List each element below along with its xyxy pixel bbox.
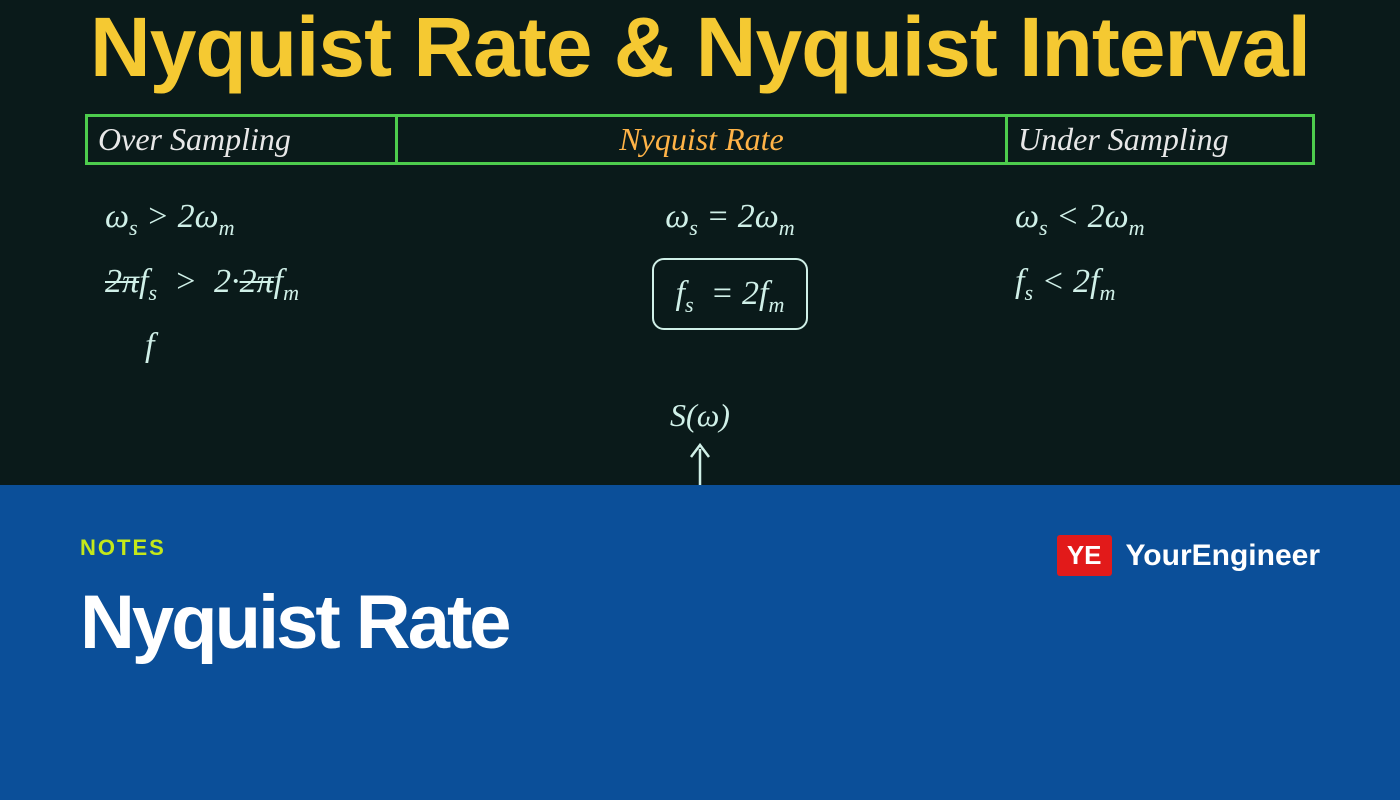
over-eq3: f	[105, 314, 455, 379]
header-nyquist-rate: Nyquist Rate	[395, 117, 1005, 162]
over-eq2: 2πfs > 2·2πfm	[105, 250, 455, 315]
banner-section: NOTES Nyquist Rate YE YourEngineer	[0, 485, 1400, 800]
table-header-row: Over Sampling Nyquist Rate Under Samplin…	[85, 114, 1315, 165]
logo-text: YourEngineer	[1126, 539, 1320, 573]
header-under-sampling: Under Sampling	[1005, 117, 1315, 162]
over-sampling-column: ωs > 2ωm 2πfs > 2·2πfm f	[85, 185, 455, 379]
page-title: Nyquist Rate	[80, 579, 1320, 666]
table-body: ωs > 2ωm 2πfs > 2·2πfm f ωs = 2ωm fs = 2…	[85, 185, 1315, 379]
chalkboard-title: Nyquist Rate & Nyquist Interval	[0, 0, 1400, 89]
sampling-table: Over Sampling Nyquist Rate Under Samplin…	[85, 114, 1315, 379]
logo-badge: YE	[1057, 535, 1112, 576]
under-eq2: fs < 2fm	[1015, 250, 1315, 315]
over-eq1: ωs > 2ωm	[105, 185, 455, 250]
under-sampling-column: ωs < 2ωm fs < 2fm	[1005, 185, 1315, 379]
nyquist-eq2-boxed: fs = 2fm	[652, 258, 809, 331]
arrow-up-icon	[688, 439, 712, 485]
chalkboard-section: Nyquist Rate & Nyquist Interval Over Sam…	[0, 0, 1400, 485]
spectrum-label: S(ω)	[670, 397, 730, 433]
nyquist-rate-column: ωs = 2ωm fs = 2fm	[455, 185, 1005, 379]
brand-logo: YE YourEngineer	[1057, 535, 1320, 576]
nyquist-eq1: ωs = 2ωm	[455, 185, 1005, 250]
under-eq1: ωs < 2ωm	[1015, 185, 1315, 250]
spectrum-label-container: S(ω)	[0, 397, 1400, 485]
header-over-sampling: Over Sampling	[85, 117, 395, 162]
